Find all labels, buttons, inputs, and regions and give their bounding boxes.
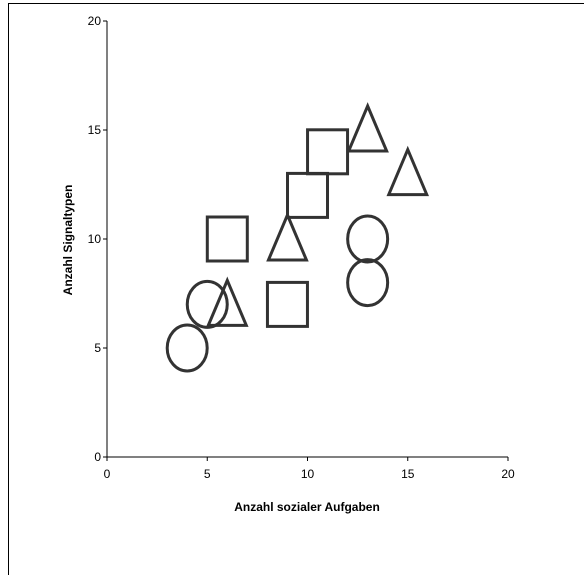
y-axis-title: Anzahl Signaltypen bbox=[61, 185, 75, 296]
x-tick-label: 20 bbox=[501, 467, 515, 481]
circle-marker bbox=[165, 323, 209, 373]
square-marker bbox=[286, 171, 329, 219]
plot-marks bbox=[165, 102, 430, 373]
triangle-marker bbox=[206, 276, 249, 327]
y-tick-label: 5 bbox=[94, 341, 101, 355]
chart-frame bbox=[8, 3, 584, 575]
square-marker bbox=[205, 215, 249, 263]
circle-marker bbox=[346, 258, 390, 308]
square-marker bbox=[265, 280, 309, 328]
triangle-marker bbox=[386, 145, 430, 197]
circle-marker bbox=[185, 279, 229, 329]
y-tick-label: 15 bbox=[88, 123, 102, 137]
triangle-marker bbox=[346, 102, 389, 153]
x-tick-label: 0 bbox=[104, 467, 111, 481]
x-tick-label: 10 bbox=[301, 467, 315, 481]
triangle-marker bbox=[266, 211, 309, 262]
y-tick-label: 0 bbox=[94, 450, 101, 464]
axes: 0 5 10 15 20 0 5 10 15 20 bbox=[88, 14, 515, 481]
square-marker bbox=[306, 128, 350, 176]
x-tick-label: 15 bbox=[401, 467, 415, 481]
circle-marker bbox=[346, 214, 390, 264]
x-tick-label: 5 bbox=[204, 467, 211, 481]
y-tick-label: 10 bbox=[88, 232, 102, 246]
x-axis-title: Anzahl sozialer Aufgaben bbox=[234, 500, 380, 514]
y-tick-label: 20 bbox=[88, 14, 102, 28]
